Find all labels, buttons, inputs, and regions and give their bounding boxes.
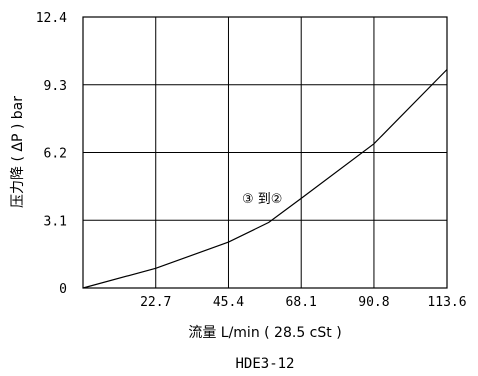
x-tick-label: 113.6 [427, 295, 466, 310]
y-tick-label: 12.4 [36, 11, 67, 26]
x-tick-label: 45.4 [213, 295, 244, 310]
x-tick-label: 90.8 [358, 295, 389, 310]
y-tick-labels: 0 3.1 6.2 9.3 12.4 [36, 11, 67, 297]
y-tick-label: 3.1 [44, 214, 67, 229]
curve-annotation: ③ 到② [242, 192, 282, 207]
y-tick-label: 6.2 [44, 147, 67, 162]
chart-subtitle: HDE3-12 [235, 356, 294, 372]
x-tick-label: 22.7 [140, 295, 171, 310]
plot-frame [82, 16, 448, 289]
x-axis-label: 流量 L/min ( 28.5 cSt ) [188, 325, 341, 341]
grid-lines [83, 16, 448, 289]
y-axis-label: 压力降 ( ΔP ) bar [10, 96, 26, 208]
y-tick-label: 0 [59, 282, 67, 297]
series-lines [82, 69, 448, 289]
y-tick-label: 9.3 [44, 79, 67, 94]
x-tick-labels: 22.7 45.4 68.1 90.8 113.6 [140, 295, 466, 310]
series-line [82, 69, 448, 289]
x-tick-label: 68.1 [286, 295, 317, 310]
